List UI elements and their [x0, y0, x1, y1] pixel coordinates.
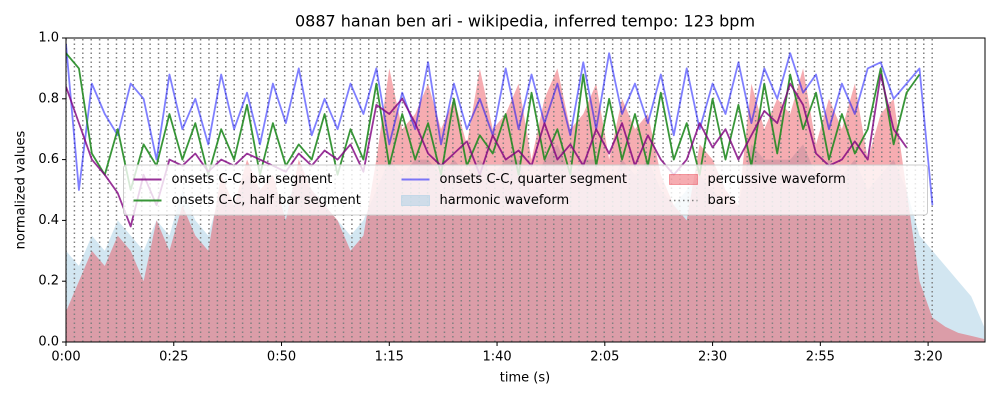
y-axis-label: normalized values [14, 130, 29, 249]
y-tick-label: 0.0 [38, 335, 59, 350]
legend-swatch [401, 195, 430, 206]
y-tick-label: 0.2 [38, 274, 59, 289]
x-tick-label: 0:50 [267, 350, 296, 365]
legend-label: onsets C-C, bar segment [172, 172, 333, 187]
series-line [66, 44, 934, 206]
legend-swatch [669, 174, 698, 185]
y-tick-label: 1.0 [38, 31, 59, 46]
axes-frame [65, 37, 986, 343]
x-tick-label: 1:15 [375, 350, 404, 365]
legend-box [123, 164, 928, 216]
chart-title: 0887 hanan ben ari - wikipedia, inferred… [295, 12, 755, 31]
y-tick-label: 0.4 [38, 213, 59, 228]
legend-label: harmonic waveform [440, 193, 570, 208]
x-tick-label: 2:55 [806, 350, 835, 365]
legend-label: onsets C-C, quarter segment [440, 172, 627, 187]
x-tick-label: 2:05 [590, 350, 619, 365]
y-tick-label: 0.8 [38, 91, 59, 106]
x-axis-label: time (s) [500, 371, 550, 386]
x-tick-label: 0:00 [51, 350, 80, 365]
legend-label: bars [708, 193, 737, 208]
y-tick-label: 0.6 [38, 152, 59, 167]
x-tick-label: 0:25 [159, 350, 188, 365]
x-tick-label: 2:30 [698, 350, 727, 365]
x-tick-label: 1:40 [482, 350, 511, 365]
legend-label: percussive waveform [708, 172, 846, 187]
x-tick-label: 3:20 [913, 350, 942, 365]
legend-label: onsets C-C, half bar segment [172, 193, 361, 208]
